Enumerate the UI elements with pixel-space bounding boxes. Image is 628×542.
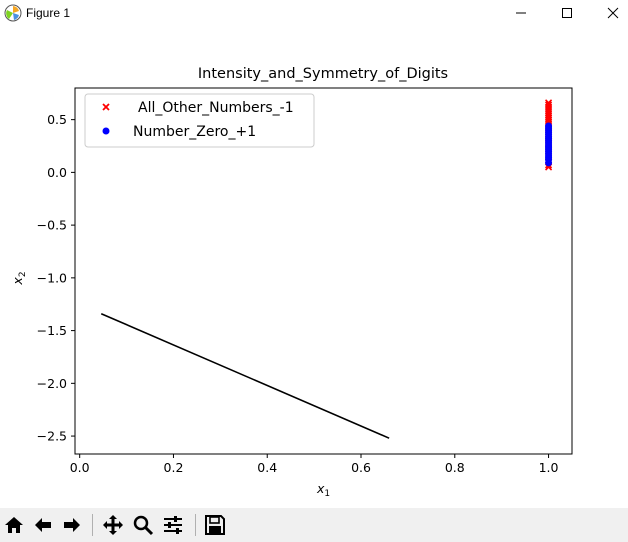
window-title: Figure 1 xyxy=(26,6,71,20)
close-icon xyxy=(607,7,619,19)
y-tick-label: −2.0 xyxy=(37,376,67,391)
forward-button[interactable] xyxy=(59,512,85,538)
x-tick-label: 0.2 xyxy=(164,460,184,475)
y-axis-label: x2 xyxy=(10,271,28,285)
y-tick-label: 0.0 xyxy=(47,165,67,180)
y-axis-label-main: x xyxy=(10,277,25,286)
y-axis-label-subscript: 2 xyxy=(18,271,28,277)
x-axis-label-main: x xyxy=(316,481,325,496)
back-button[interactable] xyxy=(30,512,56,538)
save-icon xyxy=(205,515,225,535)
close-button[interactable] xyxy=(590,0,628,26)
legend-label-series-0: All_Other_Numbers_-1 xyxy=(138,100,294,116)
title-bar: Figure 1 xyxy=(0,0,628,26)
forward-arrow-icon xyxy=(64,518,80,532)
y-tick-label: 0.5 xyxy=(47,112,67,127)
x-axis-label-subscript: 1 xyxy=(324,489,330,499)
configure-subplots-button[interactable] xyxy=(160,512,186,538)
x-tick-label: 0.6 xyxy=(351,460,371,475)
legend: All_Other_Numbers_-1 Number_Zero_+1 xyxy=(84,93,315,148)
x-axis-label: x1 xyxy=(316,481,330,499)
toolbar-separator xyxy=(195,514,196,536)
legend-box xyxy=(84,93,315,148)
axes-frame xyxy=(74,87,573,455)
y-tick-label: −1.0 xyxy=(37,270,67,285)
decision-boundary-line xyxy=(100,312,390,439)
toolbar-separator xyxy=(92,514,93,536)
zoom-button[interactable] xyxy=(130,512,156,538)
scatter-chart: Intensity_and_Symmetry_of_Digits 0.0 0.2 0… xyxy=(10,66,573,499)
pan-icon xyxy=(103,515,123,535)
x-tick-label: 0.4 xyxy=(257,460,277,475)
maximize-icon xyxy=(562,8,572,18)
minimize-icon xyxy=(516,12,526,14)
legend-marker-circle xyxy=(102,127,110,135)
pan-button[interactable] xyxy=(100,512,126,538)
x-tick-label: 0.8 xyxy=(445,460,465,475)
chart-title: Intensity_and_Symmetry_of_Digits xyxy=(198,66,448,82)
home-icon xyxy=(5,517,23,533)
home-button[interactable] xyxy=(1,512,27,538)
maximize-button[interactable] xyxy=(544,0,590,26)
y-tick-label: −1.5 xyxy=(37,323,67,338)
y-tick-label: −2.5 xyxy=(37,429,67,444)
x-tick-label: 1.0 xyxy=(539,460,559,475)
figure-canvas[interactable]: Intensity_and_Symmetry_of_Digits 0.0 0.2 0… xyxy=(0,26,628,508)
x-tick-label: 0.0 xyxy=(70,460,90,475)
y-tick-label: −0.5 xyxy=(37,218,67,233)
zoom-icon xyxy=(133,515,154,536)
subplots-icon xyxy=(164,516,182,534)
save-button[interactable] xyxy=(202,512,228,538)
minimize-button[interactable] xyxy=(498,0,544,26)
legend-marker-x xyxy=(102,103,110,111)
legend-label-series-1: Number_Zero_+1 xyxy=(133,124,256,140)
matplotlib-app-icon xyxy=(4,4,22,22)
navigation-toolbar xyxy=(0,508,628,542)
scatter-point-circle xyxy=(545,159,553,167)
back-arrow-icon xyxy=(35,518,51,532)
